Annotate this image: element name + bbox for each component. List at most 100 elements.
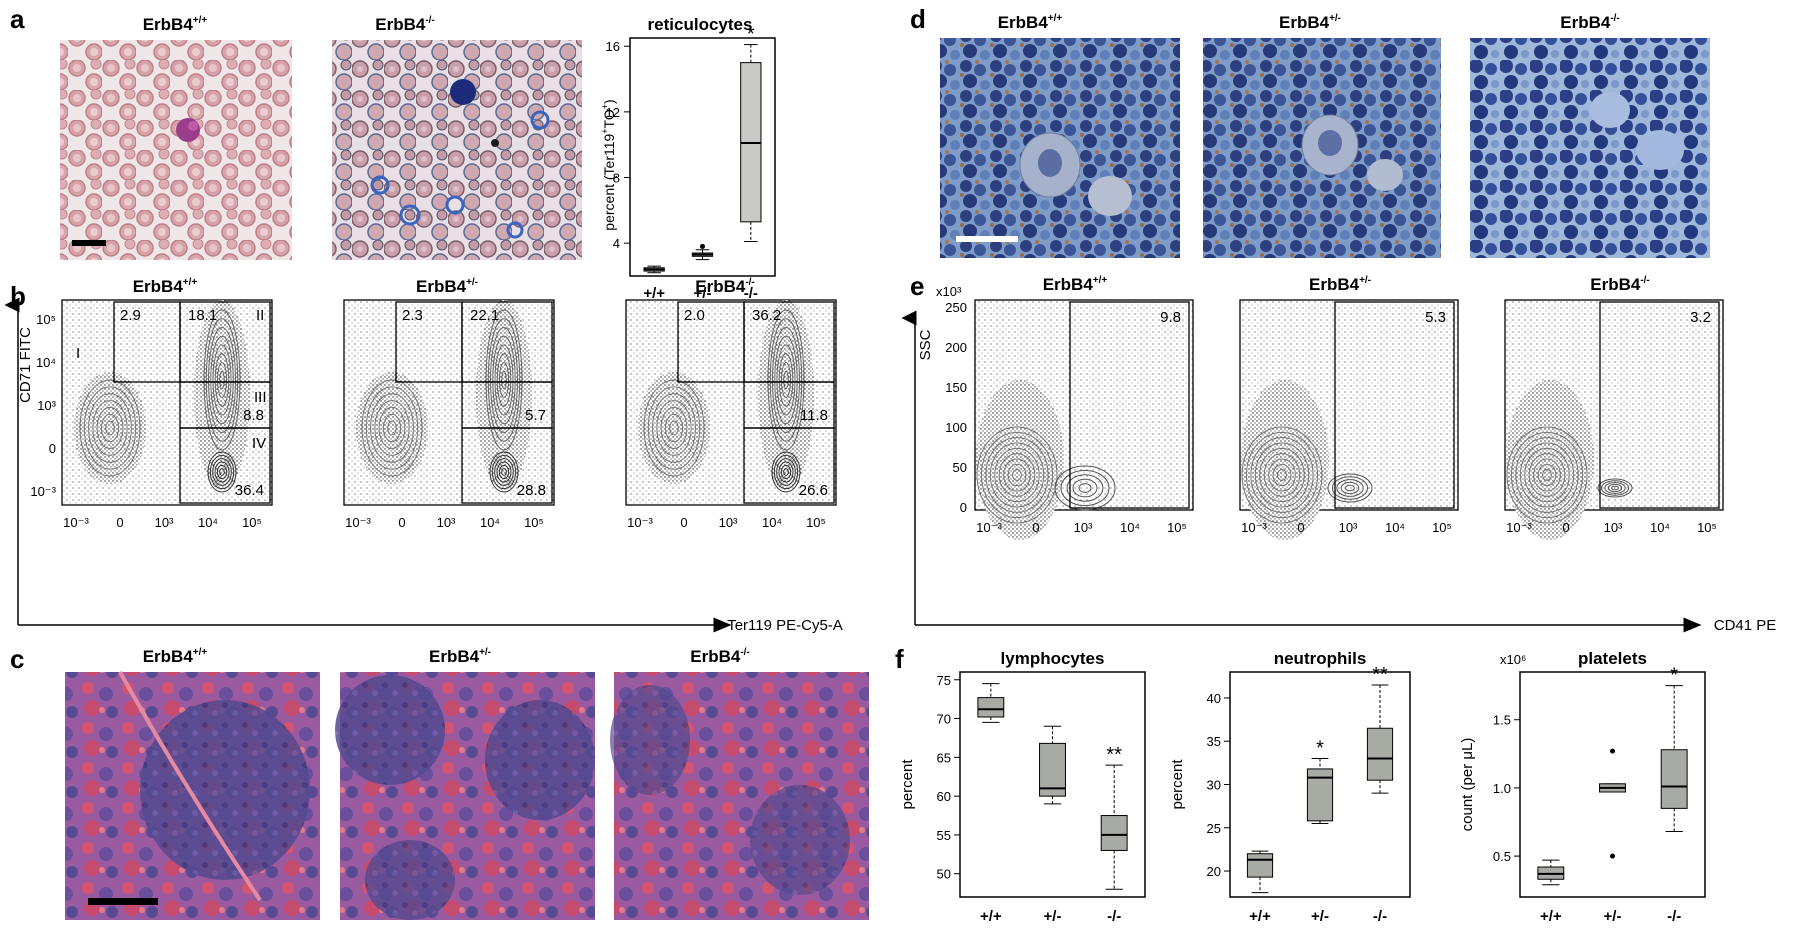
- xtick-label: 0: [680, 515, 687, 530]
- gate-value-2: 18.1: [188, 307, 217, 324]
- contour-ring: [1054, 465, 1116, 511]
- contour-ring: [1510, 431, 1584, 519]
- gate-value-2: 22.1: [470, 307, 499, 324]
- ytick-label: 1.0: [1493, 781, 1511, 796]
- contour-ring: [985, 437, 1049, 513]
- flow-plot-e: 3.2 10⁻³ 0 10³ 10⁴ 10⁵: [1504, 299, 1724, 540]
- contour-ring: [92, 400, 128, 456]
- contour-ring: [207, 451, 237, 493]
- xtick-label: 10³: [437, 515, 456, 530]
- ytick-label: 10³: [37, 398, 56, 413]
- gate-value-2: 36.2: [752, 307, 781, 324]
- xtick-label: 0: [398, 515, 405, 530]
- contour-ring: [208, 327, 236, 433]
- he-image-ko: [610, 672, 869, 920]
- xtick-label: -/-: [1373, 908, 1387, 925]
- box: [977, 697, 1005, 718]
- title-a-wt: ErbB4+/+: [143, 15, 208, 34]
- xtick-label: 0: [1297, 520, 1304, 535]
- contour-ring: [664, 413, 684, 443]
- xtick-label: 10⁻³: [976, 520, 1002, 535]
- yexp: x10⁶: [1500, 652, 1526, 667]
- ytick-label: 8: [613, 171, 620, 186]
- title-d-ko: ErbB4-/-: [1560, 13, 1620, 32]
- title-d-wt: ErbB4+/+: [998, 13, 1063, 32]
- title-b-wt: ErbB4+/+: [133, 277, 198, 296]
- contour-ring: [105, 420, 115, 436]
- xtick-label: 10⁻³: [627, 515, 653, 530]
- xtick-label: +/-: [1044, 908, 1062, 925]
- contour-ring: [498, 464, 510, 480]
- neutrophil-cell: [176, 118, 200, 142]
- xlabel-cd41: CD41 PE: [1714, 617, 1777, 634]
- gate-cd41: [1069, 301, 1190, 509]
- contour-ring: [501, 370, 507, 390]
- xtick-label: +/+: [980, 908, 1002, 925]
- panel-label-f: f: [895, 644, 904, 674]
- gate-IV: [461, 427, 553, 504]
- significance-mark: *: [1316, 738, 1324, 760]
- xlabel-ter119: Ter119 PE-Cy5-A: [727, 617, 843, 634]
- title-b-het: ErbB4+/-: [416, 277, 478, 296]
- title-a-ko: ErbB4-/-: [375, 15, 435, 34]
- contour-ring: [387, 420, 397, 436]
- ytick-label: 70: [937, 712, 951, 727]
- chart-title-reticulocytes: reticulocytes: [648, 15, 753, 34]
- ytick-label: 10⁴: [36, 355, 56, 370]
- ytick-label: 75: [937, 673, 951, 688]
- contour-ring: [487, 318, 521, 442]
- chart-title: lymphocytes: [1001, 649, 1105, 668]
- contour-ring: [374, 400, 410, 456]
- contour-ring: [217, 362, 227, 398]
- gate-value-3: 5.7: [525, 407, 546, 424]
- xtick-label: 10⁴: [762, 515, 782, 530]
- title-e-wt: ErbB4+/+: [1043, 275, 1108, 294]
- xtick-label: +/-: [1604, 908, 1622, 925]
- contour-ring: [212, 458, 232, 486]
- contour-ring: [669, 420, 679, 436]
- ihc-image-wt: [940, 38, 1180, 258]
- gate-value-3: 8.8: [243, 407, 264, 424]
- gate-name-II: II: [256, 307, 264, 324]
- ylabel: count (per μL): [1459, 738, 1476, 832]
- gate-value-1: 2.9: [120, 307, 141, 324]
- ytick-label: 65: [937, 750, 951, 765]
- gate-cd41: [1334, 301, 1455, 509]
- title-e-het: ErbB4+/-: [1309, 275, 1371, 294]
- contour-ring: [494, 458, 514, 486]
- chart-frame: [959, 671, 1146, 898]
- contour-ring: [83, 386, 137, 470]
- contour-ring: [1600, 480, 1630, 496]
- flow-plot-b: 2.9 18.18.836.4IIIIIIIV10⁵10⁴10³010⁻³10⁻³…: [30, 299, 273, 530]
- ytick-label: 25: [1207, 821, 1221, 836]
- contour-ring: [1506, 426, 1588, 524]
- contour-ring: [485, 309, 523, 451]
- xtick-label: 0: [116, 515, 123, 530]
- title-c-wt: ErbB4+/+: [143, 647, 208, 666]
- panel-label-c: c: [10, 644, 24, 674]
- chart-title: platelets: [1578, 649, 1647, 668]
- xtick-label: 10⁵: [1167, 520, 1187, 535]
- ytick-label: 20: [1207, 864, 1221, 879]
- contour-ring: [492, 335, 516, 425]
- gate-IV: [743, 427, 835, 504]
- contour-ring: [382, 413, 402, 443]
- flow-plot-e: 9.8 250 200 150 100 50 0 10⁻³ 0 10³ 10⁴ 10⁵: [945, 299, 1194, 540]
- ytick-label: 250: [945, 300, 967, 315]
- he-image-het: [335, 672, 595, 920]
- ytick-label: 55: [937, 828, 951, 843]
- ylabel-reticulocytes: percent (Ter119+TO+): [600, 99, 617, 230]
- xtick-label: 10⁵: [1432, 520, 1452, 535]
- panel-label-e: e: [910, 271, 924, 301]
- panel-label-d: d: [910, 4, 926, 34]
- significance-mark: *: [747, 24, 755, 46]
- xtick-label: 10⁵: [806, 515, 826, 530]
- title-e-ko: ErbB4-/-: [1590, 275, 1650, 294]
- xtick-label: +/+: [643, 285, 665, 302]
- xtick-label: +/-: [1311, 908, 1329, 925]
- cell-population: [74, 372, 146, 484]
- xtick-label: 10⁻³: [1241, 520, 1267, 535]
- contour-ring: [212, 344, 232, 416]
- box: [1100, 815, 1128, 851]
